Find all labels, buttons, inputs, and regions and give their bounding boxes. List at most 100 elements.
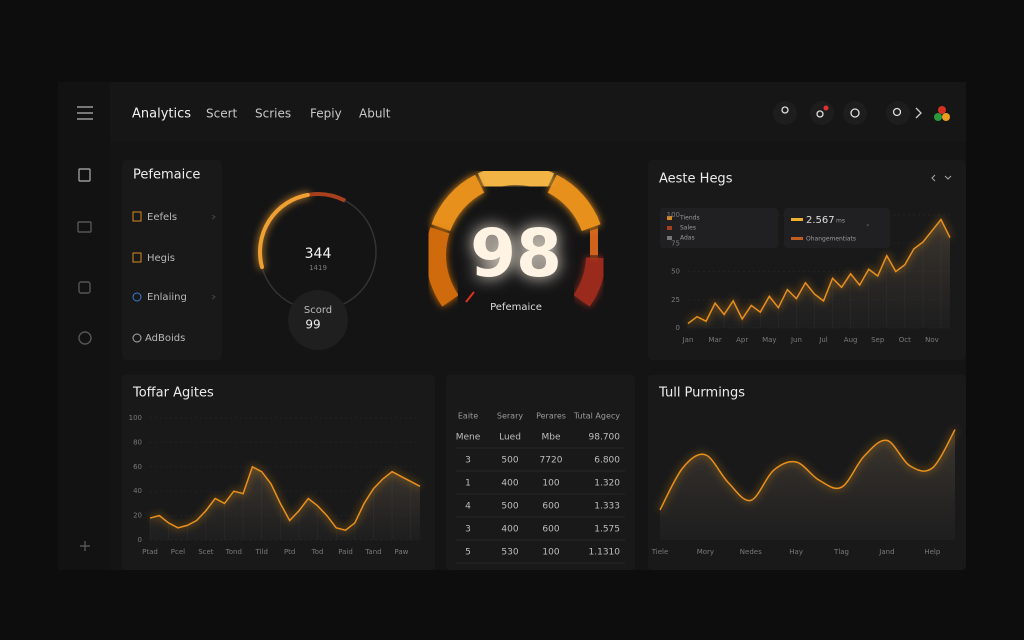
x-tick-label: Mar <box>708 336 721 344</box>
legend-unit: ms <box>836 218 845 225</box>
panel-performance <box>122 160 222 360</box>
y-tick-label: 25 <box>671 296 680 304</box>
table-cell: 100 <box>542 548 559 558</box>
gauge-main-label: Pefemaice <box>490 302 542 313</box>
table-cell: 98.700 <box>589 433 621 443</box>
nav-link[interactable]: Fepiy <box>310 107 342 121</box>
legend-value: 2.567 <box>806 215 835 226</box>
item-icon <box>132 252 142 263</box>
table-cell: 3 <box>465 525 471 535</box>
gauge-arc-end <box>309 192 347 203</box>
legend-name: Ohangementiats <box>806 236 856 243</box>
legend-swatch <box>667 226 672 230</box>
table-cell: 400 <box>501 479 518 489</box>
x-tick-label: Oct <box>899 336 911 344</box>
search-button[interactable] <box>886 101 910 125</box>
nav-link[interactable]: Abult <box>359 107 391 121</box>
legend-swatch <box>791 237 803 240</box>
item-icon <box>132 292 142 302</box>
chat-icon <box>850 108 860 118</box>
main-gauge: 98 Pefemaice <box>426 165 606 313</box>
table-cell: 1.333 <box>594 502 620 512</box>
table-cell: Mbe <box>541 433 560 443</box>
gauge-value: 344 <box>305 246 332 262</box>
x-tick-label: Paid <box>338 548 353 556</box>
top-icons <box>773 101 950 125</box>
legend-swatch <box>667 216 672 220</box>
legend-row: Sales <box>680 225 696 232</box>
gauge-main-value: 98 <box>470 215 562 292</box>
globe-icon[interactable] <box>78 331 92 345</box>
x-tick-label: Jan <box>682 336 694 344</box>
menu-icon[interactable] <box>77 106 93 120</box>
gauge-needle <box>465 291 475 303</box>
user-icon <box>781 106 789 114</box>
line <box>149 465 421 532</box>
y-tick-label: 0 <box>676 324 680 332</box>
x-tick-label: Pcel <box>171 548 185 556</box>
legend-swatch <box>667 236 672 240</box>
y-tick-label: 100 <box>667 211 680 219</box>
side-item[interactable]: Hegis <box>147 253 175 264</box>
x-tick-label: Sep <box>871 336 885 344</box>
table-cell: 1 <box>465 479 471 489</box>
x-tick-label: Tod <box>311 548 324 556</box>
chat-button[interactable] <box>843 101 867 125</box>
score-value: 99 <box>305 318 320 332</box>
x-tick-label: Tand <box>364 548 381 556</box>
x-tick-label: Hay <box>789 548 803 556</box>
line <box>659 429 956 511</box>
table-cell: 500 <box>501 502 518 512</box>
book-icon[interactable] <box>78 168 91 182</box>
avatar-green[interactable] <box>934 113 942 121</box>
chevron[interactable] <box>915 107 922 119</box>
x-tick-label: May <box>762 336 776 344</box>
table-header: Tutal Agecy <box>573 412 620 421</box>
notify-icon <box>816 110 824 118</box>
x-tick-label: Nedes <box>740 548 762 556</box>
chart-title: Tull Purmings <box>658 386 745 401</box>
panel-title: Pefemaice <box>133 168 200 183</box>
dropdown[interactable]: ˅ <box>866 224 870 232</box>
layers-icon[interactable] <box>78 281 91 294</box>
table-cell: 1.575 <box>594 525 620 535</box>
data-table: Eaite Serary Perares Tutal Agecy Mene Lued Mbe… <box>456 412 625 564</box>
legend-box <box>784 208 890 248</box>
gauge-segment <box>431 174 485 232</box>
side-items: Eefels Hegis Enlaiing AdBoids <box>132 211 216 344</box>
x-tick-label: Tond <box>225 548 242 556</box>
legend-row: Tiends <box>679 215 700 222</box>
y-tick-label: 50 <box>671 268 680 276</box>
side-item[interactable]: AdBoids <box>145 333 185 344</box>
table-cell: 5 <box>465 548 471 558</box>
x-tick-label: Tild <box>255 548 268 556</box>
table-cell: 6.800 <box>594 456 620 466</box>
notify-button[interactable] <box>810 101 834 125</box>
side-item[interactable]: Enlaiing <box>147 292 187 303</box>
table-cell: 3 <box>465 456 471 466</box>
x-tick-label: Aug <box>844 336 858 344</box>
table-cell: 600 <box>542 502 559 512</box>
nav-link[interactable]: Scries <box>255 107 291 121</box>
line <box>687 218 951 325</box>
y-tick-label: 20 <box>133 512 142 520</box>
plus-icon[interactable] <box>80 541 90 551</box>
x-tick-label: Help <box>924 548 941 556</box>
area <box>150 466 420 540</box>
nav-link[interactable]: Scert <box>206 107 238 121</box>
table-cell: 500 <box>501 456 518 466</box>
top-bar <box>110 82 966 142</box>
chart-controls[interactable] <box>931 174 952 182</box>
table-cell: 1.1310 <box>589 548 621 558</box>
x-tick-label: Jun <box>790 336 802 344</box>
table-cell: 100 <box>542 479 559 489</box>
table-cell: Mene <box>456 433 481 443</box>
nav-brand[interactable]: Analytics <box>132 107 191 122</box>
side-item[interactable]: Eefels <box>147 212 177 223</box>
area <box>660 429 955 540</box>
y-tick-label: 60 <box>133 463 142 471</box>
y-tick-label: 100 <box>129 414 142 422</box>
gauge-segment <box>573 257 606 307</box>
card-icon[interactable] <box>77 221 92 233</box>
gauge-arc <box>258 192 310 270</box>
